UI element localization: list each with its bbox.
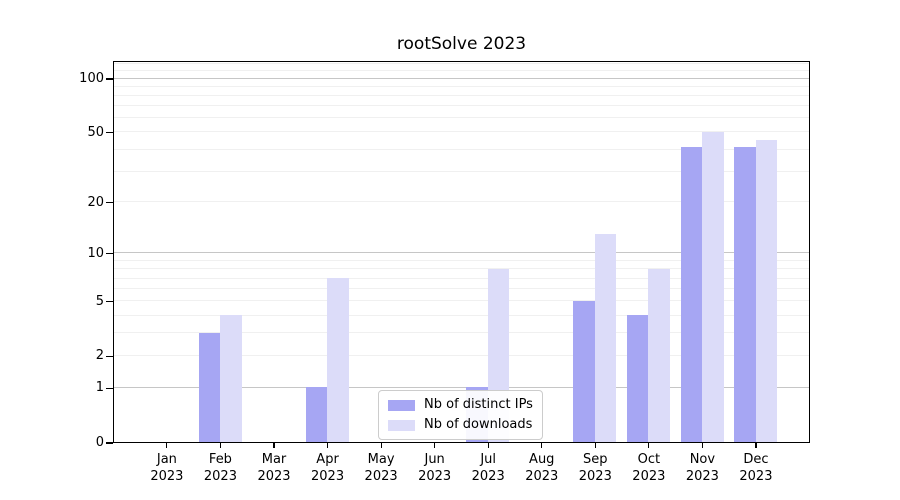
y-tick-label-5: 5	[95, 293, 104, 309]
gridline-minor-40	[114, 148, 809, 150]
x-tick-jan	[166, 443, 168, 448]
x-tick-label-jan: Jan 2023	[150, 452, 184, 484]
x-tick-sep	[594, 443, 596, 448]
y-tick-100	[106, 78, 113, 80]
gridline-minor-70	[114, 105, 809, 107]
x-tick-feb	[219, 443, 222, 448]
x-tick-may	[380, 443, 382, 448]
y-tick-label-100: 100	[79, 71, 104, 86]
bar-distinct-ips-dec	[734, 147, 756, 442]
gridline-minor-60	[114, 117, 809, 119]
x-tick-jul	[487, 443, 489, 448]
gridline-minor-6	[114, 288, 809, 290]
gridline-major-10	[114, 252, 809, 254]
legend-item-downloads: Nb of downloads	[388, 417, 533, 433]
x-tick-label-jun: Jun 2023	[418, 452, 452, 484]
y-tick-label-10: 10	[87, 245, 104, 261]
y-tick-label-2: 2	[95, 348, 104, 364]
legend-swatch-distinct-ips	[388, 399, 415, 411]
x-tick-label-mar: Mar 2023	[257, 452, 291, 484]
y-tick-2	[106, 355, 113, 357]
gridline-minor-4	[114, 314, 809, 316]
x-tick-label-apr: Apr 2023	[311, 452, 345, 484]
x-tick-label-sep: Sep 2023	[578, 452, 612, 484]
legend-item-distinct-ips: Nb of distinct IPs	[388, 397, 533, 413]
y-tick-50	[106, 132, 113, 134]
legend: Nb of distinct IPs Nb of downloads	[378, 390, 543, 440]
gridline-major-1	[114, 386, 809, 388]
gridline-minor-7	[114, 277, 809, 279]
bar-downloads-nov	[702, 131, 724, 442]
bar-distinct-ips-apr	[305, 387, 328, 442]
gridline-minor-110	[114, 70, 809, 72]
gridline-minor-50	[114, 131, 809, 133]
gridline-minor-90	[114, 85, 809, 87]
gridline-minor-3	[114, 332, 809, 334]
y-tick-label-0: 0	[95, 435, 104, 450]
legend-label-distinct-ips: Nb of distinct IPs	[424, 397, 533, 412]
x-tick-label-oct: Oct 2023	[632, 452, 666, 484]
chart-title: rootSolve 2023	[396, 34, 527, 54]
legend-swatch-downloads	[388, 419, 415, 431]
bar-distinct-ips-oct	[626, 315, 649, 442]
x-tick-aug	[541, 443, 543, 448]
gridline-minor-80	[114, 94, 809, 96]
gridline-minor-120	[114, 63, 809, 65]
x-tick-jun	[434, 443, 436, 448]
x-tick-nov	[701, 443, 703, 448]
x-tick-oct	[648, 443, 650, 448]
y-tick-label-20: 20	[87, 194, 104, 210]
x-tick-dec	[755, 443, 757, 448]
gridline-major-100	[114, 77, 809, 79]
gridline-minor-5	[114, 300, 809, 302]
gridline-minor-8	[114, 268, 809, 270]
x-tick-mar	[273, 443, 275, 448]
x-tick-label-may: May 2023	[364, 452, 398, 484]
y-tick-label-1: 1	[95, 380, 104, 396]
gridline-minor-30	[114, 170, 809, 172]
bar-downloads-sep	[594, 233, 617, 442]
y-tick-1	[106, 387, 113, 389]
bar-downloads-oct	[648, 268, 670, 442]
x-tick-apr	[326, 443, 329, 448]
x-tick-label-nov: Nov 2023	[685, 452, 719, 484]
bar-downloads-apr	[327, 278, 349, 442]
bar-downloads-feb	[220, 315, 242, 442]
legend-label-downloads: Nb of downloads	[424, 417, 533, 432]
bar-distinct-ips-sep	[573, 300, 595, 442]
y-tick-10	[106, 253, 113, 255]
x-tick-label-dec: Dec 2023	[739, 452, 773, 484]
plot-area	[113, 61, 810, 443]
gridline-minor-2	[114, 354, 809, 356]
bar-distinct-ips-nov	[680, 147, 702, 442]
bar-distinct-ips-feb	[198, 332, 221, 442]
y-tick-20	[106, 202, 113, 204]
x-tick-label-aug: Aug 2023	[525, 452, 559, 484]
y-tick-5	[106, 301, 113, 303]
x-tick-label-jul: Jul 2023	[471, 452, 505, 484]
gridline-minor-9	[114, 259, 809, 261]
bar-downloads-dec	[755, 140, 778, 442]
gridline-minor-20	[114, 201, 809, 203]
x-tick-label-feb: Feb 2023	[203, 452, 237, 484]
y-tick-label-50: 50	[87, 124, 104, 140]
y-tick-0	[106, 442, 113, 444]
